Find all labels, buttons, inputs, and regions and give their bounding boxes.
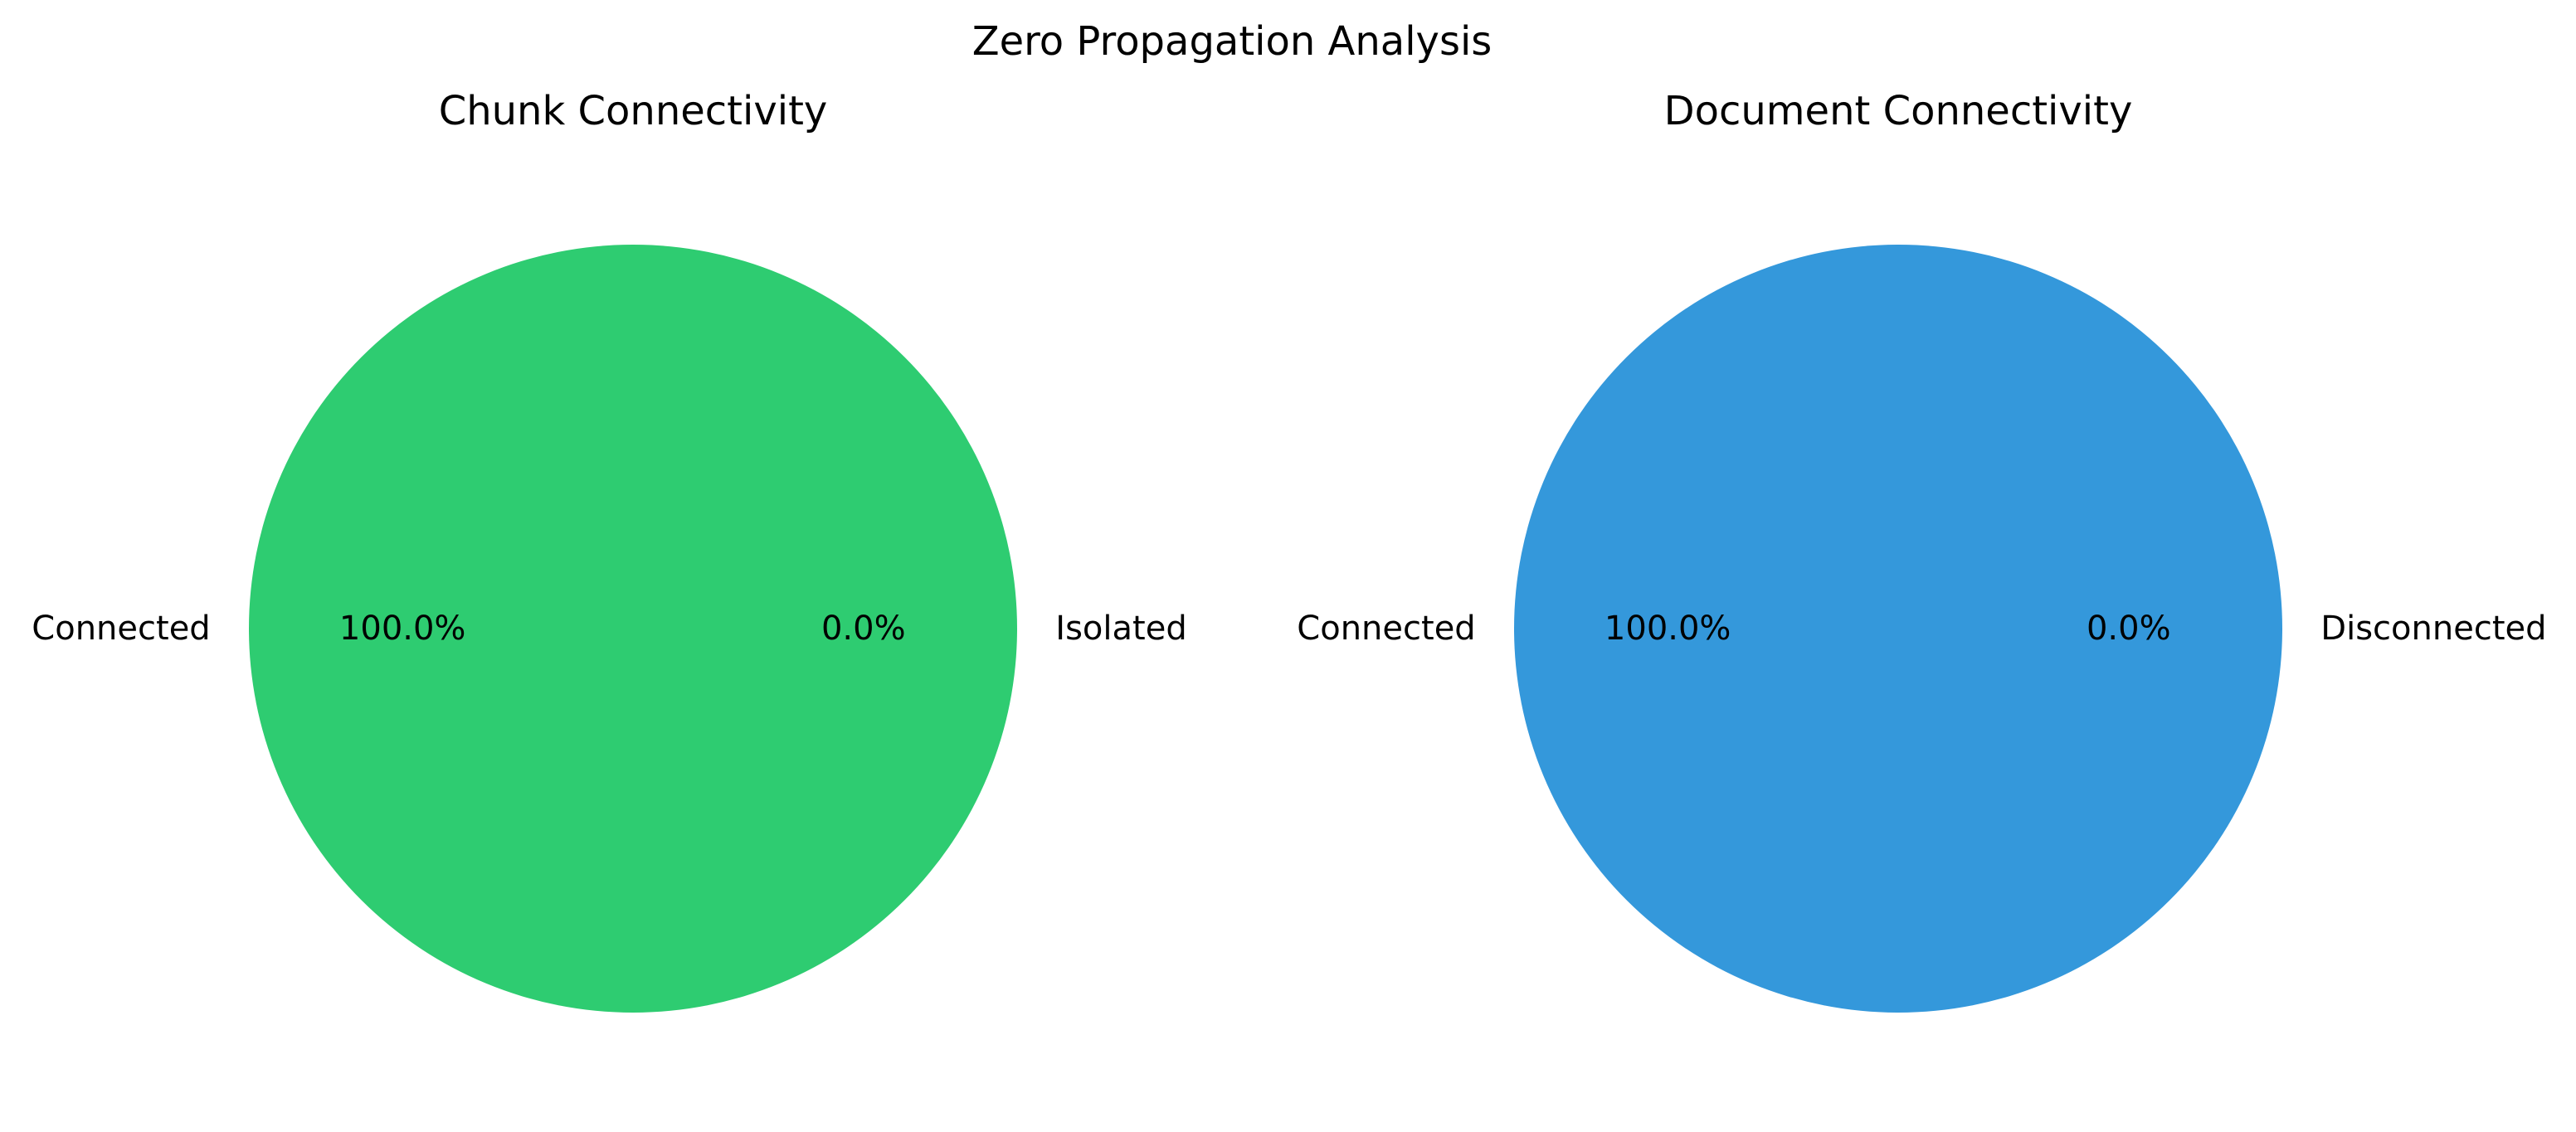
pie-chart-title: Document Connectivity [1664, 88, 2133, 134]
pie-label-disconnected: Disconnected [2320, 610, 2546, 648]
pie-chart-1: Chunk Connectivity Connected 100.0% Isolate… [32, 88, 1187, 1013]
pie-percent-label: 100.0% [339, 610, 466, 648]
pie-label-connected: Connected [1297, 610, 1475, 648]
pie-percent-label: 100.0% [1605, 610, 1731, 648]
pie-chart-2: Document Connectivity Connected 100.0% Disc… [1297, 88, 2547, 1013]
pie-label-connected: Connected [32, 610, 210, 648]
pie-percent-label: 0.0% [821, 610, 906, 648]
pie-label-isolated: Isolated [1055, 610, 1186, 648]
pie-chart-title: Chunk Connectivity [439, 88, 828, 134]
pie-slice-connected [1514, 245, 2282, 1013]
pie-percent-label: 0.0% [2087, 610, 2171, 648]
pie-slice-connected [249, 245, 1017, 1013]
figure-title: Zero Propagation Analysis [971, 18, 1493, 65]
